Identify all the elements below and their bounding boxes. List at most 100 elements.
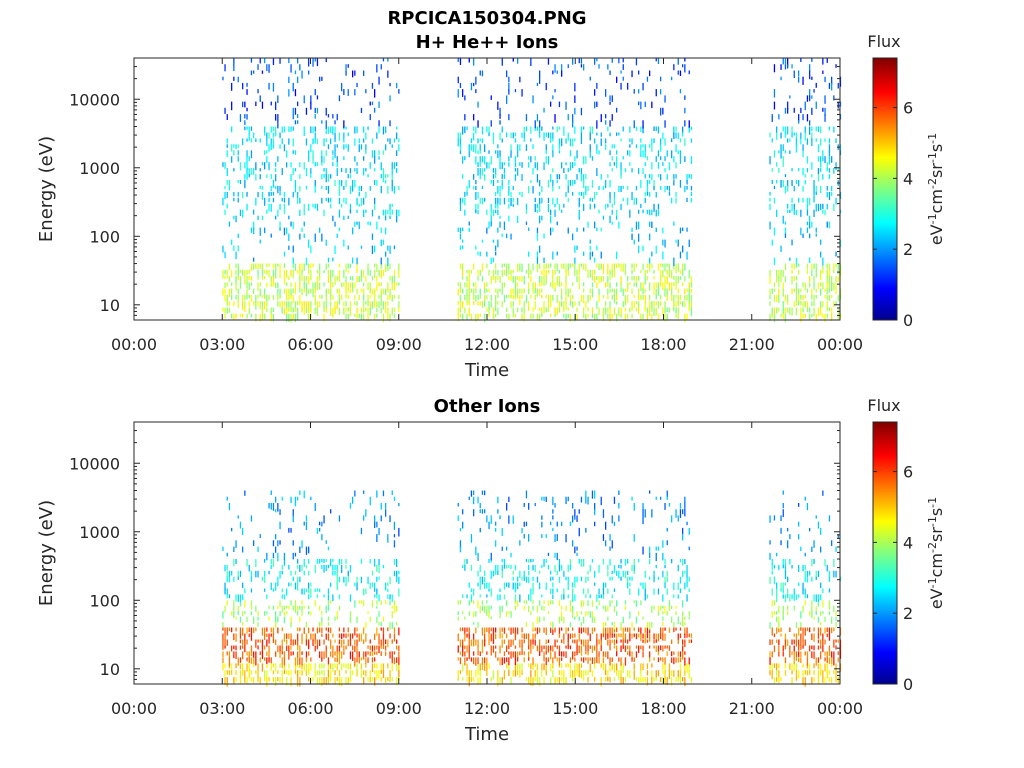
spectrogram-cell — [233, 313, 235, 320]
spectrogram-cell — [651, 174, 653, 181]
spectrogram-cell — [820, 126, 822, 134]
spectrogram-cell — [367, 269, 369, 276]
spectrogram-cell — [389, 313, 391, 322]
spectrogram-cell — [305, 639, 308, 646]
spectrogram-cell — [675, 269, 677, 274]
spectrogram-cell — [396, 639, 398, 644]
spectrogram-cell — [684, 107, 686, 114]
spectrogram-cell — [222, 307, 224, 312]
spectrogram-cell — [343, 156, 345, 161]
spectrogram-cell — [250, 576, 253, 582]
spectrogram-cell — [490, 677, 492, 682]
spectrogram-cell — [514, 588, 517, 593]
spectrogram-cell — [385, 307, 387, 314]
spectrogram-cell — [237, 269, 239, 278]
spectrogram-cell — [804, 677, 806, 687]
spectrogram-cell — [314, 645, 316, 652]
spectrogram-cell — [835, 138, 837, 143]
spectrogram-cell — [389, 594, 391, 600]
spectrogram-cell — [835, 288, 837, 295]
spectrogram-cell — [536, 670, 539, 679]
spectrogram-cell — [646, 76, 649, 82]
spectrogram-cell — [565, 162, 567, 166]
spectrogram-cell — [266, 627, 268, 632]
spectrogram-cell — [782, 162, 784, 167]
spectrogram-cell — [257, 276, 259, 280]
spectrogram-cell — [330, 600, 332, 604]
spectrogram-cell — [294, 600, 297, 607]
spectrogram-cell — [468, 633, 470, 640]
spectrogram-cell — [804, 294, 806, 299]
spectrogram-cell — [624, 657, 627, 666]
spectrogram-cell — [360, 269, 363, 278]
spectrogram-cell — [477, 570, 479, 577]
spectrogram-cell — [664, 663, 666, 673]
spectrogram-cell — [457, 76, 459, 84]
spectrogram-cell — [481, 168, 484, 176]
spectrogram-cell — [591, 126, 594, 134]
spectrogram-cell — [673, 174, 675, 180]
spectrogram-cell — [387, 627, 389, 632]
spectrogram-cell — [653, 633, 655, 640]
spectrogram-cell — [398, 576, 400, 584]
spectrogram-cell — [565, 263, 567, 272]
spectrogram-cell — [521, 313, 523, 321]
spectrogram-cell — [591, 269, 594, 277]
spectrogram-cell — [780, 150, 782, 159]
spectrogram-cell — [811, 76, 813, 80]
spectrogram-cell — [569, 288, 572, 294]
spectrogram-cell — [583, 203, 585, 211]
spectrogram-cell — [635, 307, 638, 311]
spectrogram-cell — [547, 132, 550, 138]
spectrogram-cell — [776, 677, 778, 682]
spectrogram-cell — [629, 627, 631, 636]
spectrogram-cell — [475, 313, 477, 322]
spectrogram-cell — [374, 645, 376, 651]
spectrogram-cell — [613, 288, 616, 297]
spectrogram-cell — [644, 269, 646, 276]
spectrogram-cell — [470, 288, 473, 293]
spectrogram-cell — [773, 515, 776, 521]
spectrogram-cell — [550, 313, 552, 317]
spectrogram-cell — [279, 600, 281, 607]
spectrogram-cell — [556, 180, 558, 183]
spectrogram-cell — [506, 294, 508, 299]
spectrogram-cell — [321, 521, 323, 527]
spectrogram-cell — [288, 301, 290, 308]
spectrogram-cell — [325, 120, 327, 129]
spectrogram-cell — [806, 197, 809, 204]
spectrogram-cell — [822, 257, 824, 266]
spectrogram-cell — [349, 639, 352, 647]
spectrogram-cell — [660, 89, 662, 95]
spectrogram-cell — [690, 633, 693, 639]
spectrogram-cell — [301, 263, 303, 272]
spectrogram-cell — [598, 276, 600, 284]
spectrogram-cell — [815, 82, 817, 88]
spectrogram-cell — [806, 307, 809, 312]
spectrogram-cell — [811, 576, 813, 582]
spectrogram-cell — [554, 564, 556, 573]
spectrogram-cell — [501, 58, 503, 66]
spectrogram-cell — [499, 627, 501, 636]
x-tick-label: 09:00 — [376, 699, 422, 718]
spectrogram-cell — [233, 546, 235, 552]
spectrogram-cell — [374, 559, 376, 567]
spectrogram-cell — [629, 582, 631, 587]
spectrogram-cell — [655, 552, 657, 562]
spectrogram-cell — [804, 576, 806, 583]
spectrogram-cell — [242, 313, 244, 318]
spectrogram-cell — [655, 633, 657, 641]
spectrogram-cell — [673, 126, 675, 135]
x-tick-label: 21:00 — [729, 335, 775, 354]
spectrogram-cell — [563, 588, 565, 597]
spectrogram-cell — [255, 627, 257, 632]
spectrogram-cell — [371, 288, 374, 296]
spectrogram-cell — [360, 107, 363, 113]
spectrogram-cell — [532, 622, 534, 629]
spectrogram-cell — [374, 89, 376, 98]
spectrogram-cell — [811, 645, 813, 650]
spectrogram-cell — [345, 276, 347, 283]
spectrogram-cell — [534, 633, 536, 639]
spectrogram-cell — [778, 627, 780, 633]
spectrogram-cell — [290, 307, 292, 313]
